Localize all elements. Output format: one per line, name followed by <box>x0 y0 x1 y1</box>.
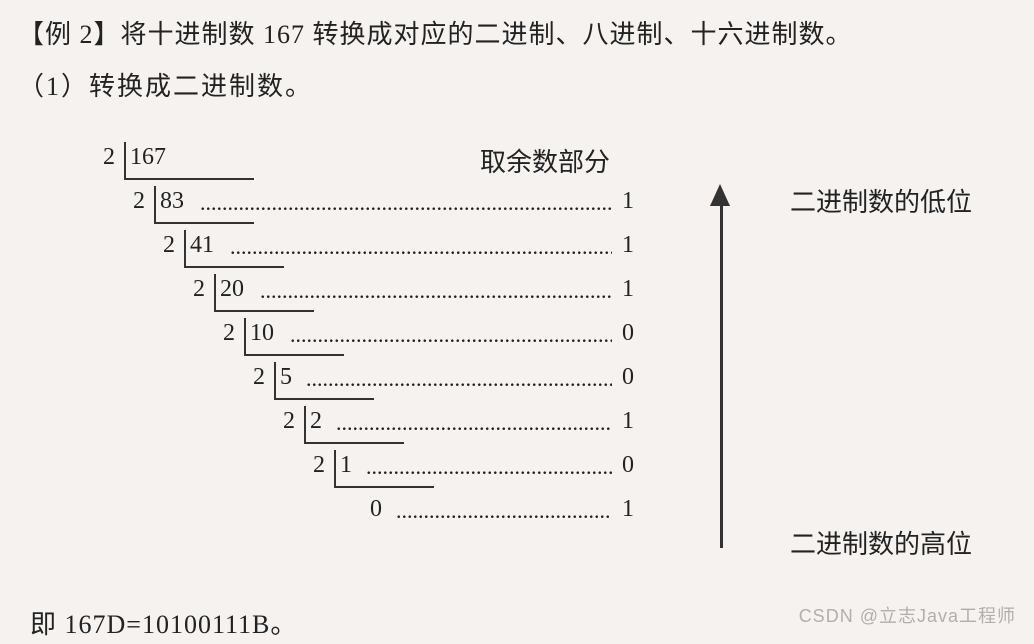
bracket-vline <box>214 274 216 310</box>
remainder-digit: 0 <box>618 452 638 479</box>
arrow-head-icon <box>710 184 730 206</box>
divisor: 2 <box>305 452 325 479</box>
remainder-digit: 1 <box>618 276 638 303</box>
quotient: 41 <box>190 232 214 259</box>
remainder-digit: 1 <box>618 408 638 435</box>
remainder-digit: 0 <box>618 364 638 391</box>
remainder-digit: 1 <box>618 232 638 259</box>
remainder-digit: 0 <box>618 320 638 347</box>
divisor: 2 <box>185 276 205 303</box>
divisor: 2 <box>125 188 145 215</box>
bracket-vline <box>184 230 186 266</box>
divisor: 2 <box>245 364 265 391</box>
quotient: 20 <box>220 276 244 303</box>
remainder-header: 取余数部分 <box>480 142 610 179</box>
leader-dots: ........................................… <box>290 322 612 348</box>
bracket-hline <box>274 398 374 400</box>
msb-label: 二进制数的高位 <box>790 524 972 561</box>
divisor: 2 <box>275 408 295 435</box>
bracket-vline <box>274 362 276 398</box>
leader-dots: ........................................… <box>200 190 612 216</box>
arrow-shaft <box>720 204 723 548</box>
leader-dots: ........................................… <box>230 234 612 260</box>
quotient: 83 <box>160 188 184 215</box>
bracket-vline <box>334 450 336 486</box>
remainder-digit: 1 <box>618 496 638 523</box>
divisor: 2 <box>215 320 235 347</box>
bracket-hline <box>154 222 254 224</box>
leader-dots: ........................................… <box>260 278 612 304</box>
quotient: 10 <box>250 320 274 347</box>
quotient: 167 <box>130 144 166 171</box>
bracket-hline <box>184 266 284 268</box>
bracket-hline <box>334 486 434 488</box>
example-title: 【例 2】将十进制数 167 转换成对应的二进制、八进制、十六进制数。 <box>18 14 853 51</box>
result-text: 即 167D=10100111B。 <box>30 604 297 641</box>
bracket-vline <box>124 142 126 178</box>
bracket-vline <box>304 406 306 442</box>
quotient: 1 <box>340 452 352 479</box>
bracket-vline <box>154 186 156 222</box>
bracket-hline <box>244 354 344 356</box>
bracket-hline <box>214 310 314 312</box>
quotient: 2 <box>310 408 322 435</box>
quotient: 0 <box>370 496 382 523</box>
bracket-hline <box>124 178 254 180</box>
leader-dots: ........................................… <box>306 366 612 392</box>
lsb-label: 二进制数的低位 <box>790 182 972 219</box>
divisor: 2 <box>155 232 175 259</box>
divisor: 2 <box>95 144 115 171</box>
leader-dots: ........................................… <box>336 410 612 436</box>
bracket-vline <box>244 318 246 354</box>
quotient: 5 <box>280 364 292 391</box>
bracket-hline <box>304 442 404 444</box>
watermark: CSDN @立志Java工程师 <box>799 602 1016 628</box>
leader-dots: ........................................… <box>366 454 612 480</box>
remainder-digit: 1 <box>618 188 638 215</box>
leader-dots: ........................................… <box>396 498 612 524</box>
example-subtitle: （1）转换成二进制数。 <box>18 66 313 103</box>
